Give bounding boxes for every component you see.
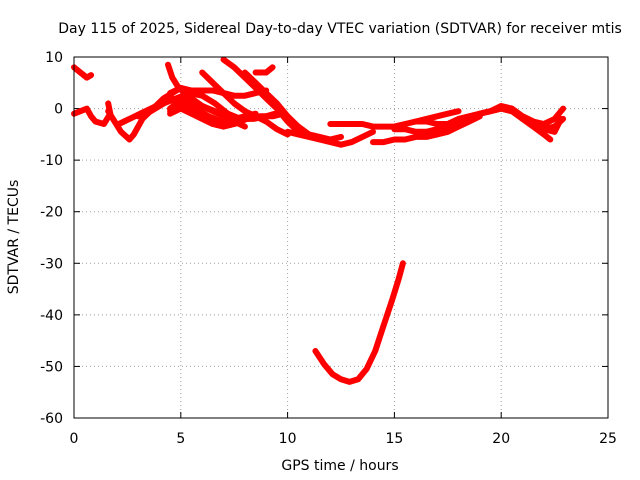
x-tick-label: 20 (492, 431, 510, 447)
series-arc-10 (167, 100, 210, 122)
y-tick-label: 10 (45, 50, 63, 66)
y-tick-label: -30 (40, 256, 63, 272)
x-tick-label: 0 (70, 431, 79, 447)
y-tick-label: -60 (40, 411, 63, 427)
y-tick-label: 0 (54, 102, 63, 118)
plot-frame (73, 56, 609, 419)
x-tick-label: 5 (176, 431, 185, 447)
series-arc-22 (519, 115, 567, 133)
x-tick-label: 25 (599, 431, 617, 447)
x-tick-label: 10 (279, 431, 297, 447)
series-arc-11 (165, 61, 248, 130)
x-axis-label: GPS time / hours (281, 458, 398, 474)
y-tick-label: -50 (40, 359, 63, 375)
y-tick-label: -10 (40, 153, 63, 169)
series-arc-16 (284, 128, 376, 148)
chart-title: Day 115 of 2025, Sidereal Day-to-day VTE… (58, 21, 622, 37)
y-tick-label: -40 (40, 308, 63, 324)
y-axis-label: SDTVAR / TECUs (6, 180, 22, 295)
series-arc-1 (71, 64, 95, 81)
series-arc-13 (220, 56, 302, 135)
x-tick-label: 15 (385, 431, 403, 447)
series-arc-23 (312, 260, 406, 385)
axis-ticks: 0 5 10 15 20 25 -60 -50 -40 -30 -20 -10 0 10 (40, 50, 617, 447)
y-tick-label: -20 (40, 205, 63, 221)
series-arc-15 (252, 64, 276, 76)
series-arc-12 (199, 69, 291, 138)
data-series (71, 56, 567, 385)
